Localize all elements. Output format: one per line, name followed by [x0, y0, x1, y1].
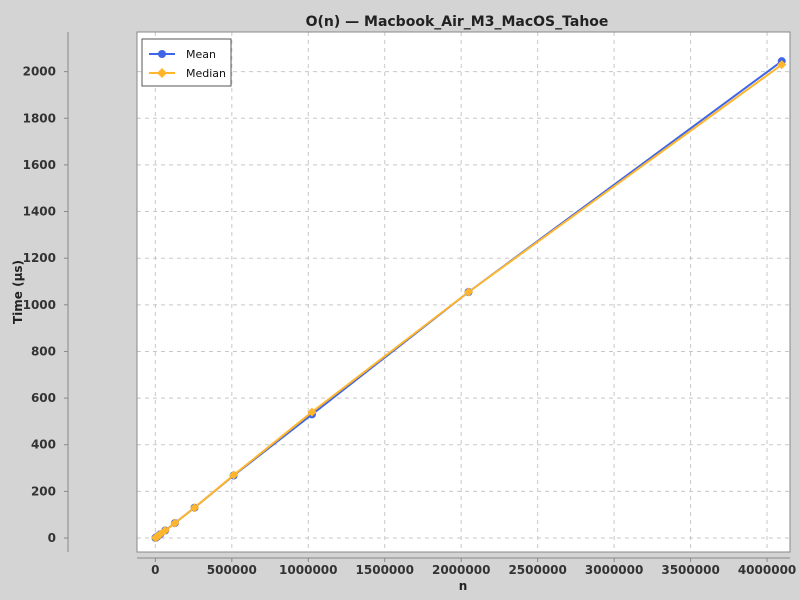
x-tick-label: 2000000 — [432, 563, 490, 577]
y-tick-label: 1400 — [23, 205, 56, 219]
y-tick-label: 1200 — [23, 251, 56, 265]
x-ticks: 0 500000 1000000 1500000 2000000 2500000 30000… — [151, 558, 796, 577]
y-ticks: 0 200 400 600 800 1000 1200 1400 1600 1800 2000 — [23, 65, 68, 545]
x-tick-label: 1000000 — [279, 563, 337, 577]
x-tick-label: 4000000 — [738, 563, 796, 577]
series-layer — [151, 57, 787, 543]
y-tick-label: 600 — [31, 391, 56, 405]
y-tick-label: 800 — [31, 344, 56, 358]
y-tick-label: 0 — [48, 531, 56, 545]
data-point-median — [464, 287, 474, 297]
legend: Mean Median — [141, 38, 232, 87]
x-tick-label: 3500000 — [661, 563, 719, 577]
chart-title: O(n) — Macbook_Air_M3_MacOS_Tahoe — [306, 14, 609, 30]
series-median — [151, 60, 787, 543]
data-point-median — [190, 503, 200, 513]
y-tick-label: 1800 — [23, 111, 56, 125]
legend-marker-median — [157, 68, 167, 78]
legend-box — [141, 38, 232, 87]
data-point-median — [777, 60, 787, 70]
plot-border — [136, 31, 791, 553]
x-axis-title: n — [459, 579, 468, 593]
x-tick-label: 2500000 — [508, 563, 566, 577]
x-tick-label: 0 — [151, 563, 159, 577]
legend-label-mean: Mean — [186, 48, 216, 61]
y-tick-label: 2000 — [23, 65, 56, 79]
y-tick-label: 400 — [31, 438, 56, 452]
data-point-median — [170, 518, 180, 528]
legend-label-median: Median — [186, 67, 226, 80]
legend-marker-mean — [158, 50, 166, 58]
y-tick-label: 1000 — [23, 298, 56, 312]
y-tick-label: 200 — [31, 484, 56, 498]
data-point-median — [229, 470, 239, 480]
x-tick-label: 3000000 — [585, 563, 643, 577]
grid-lines — [137, 32, 790, 552]
data-point-median — [160, 526, 170, 536]
y-axis-title: Time (µs) — [11, 260, 25, 324]
y-tick-label: 1600 — [23, 158, 56, 172]
x-tick-label: 1500000 — [356, 563, 414, 577]
data-point-median — [307, 407, 317, 417]
x-tick-label: 500000 — [207, 563, 257, 577]
